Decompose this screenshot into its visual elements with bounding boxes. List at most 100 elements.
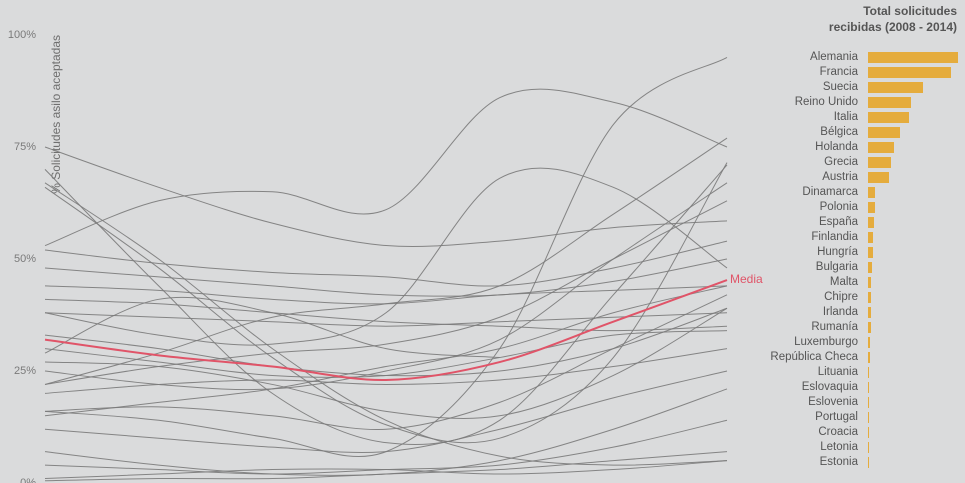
bar-row: Malta	[740, 275, 965, 290]
bar-row: República Checa	[740, 350, 965, 365]
series-line	[44, 146, 728, 248]
bar-category-label: Italia	[833, 111, 858, 123]
y-tick-label: 50%	[14, 253, 36, 265]
bar-category-label: Luxemburgo	[794, 336, 858, 348]
bar-row: Eslovaquia	[740, 380, 965, 395]
bar-category-label: República Checa	[770, 351, 858, 363]
bar	[868, 112, 909, 123]
bar	[868, 277, 872, 288]
bar	[868, 67, 951, 78]
bar-category-label: Grecia	[824, 156, 858, 168]
bar-row: Reino Unido	[740, 95, 965, 110]
bar	[868, 202, 876, 213]
bar	[868, 382, 869, 393]
series-line	[44, 258, 728, 297]
series-line	[44, 460, 728, 480]
series-line	[44, 388, 728, 476]
bar-category-label: Irlanda	[822, 306, 858, 318]
bar	[868, 262, 873, 273]
bar-row: Chipre	[740, 290, 965, 305]
bar	[868, 352, 870, 363]
bar-row: Bulgaria	[740, 260, 965, 275]
series-line	[44, 56, 728, 458]
series-line-media	[44, 279, 728, 381]
series-line	[44, 298, 728, 332]
bar	[868, 52, 958, 63]
bar-category-label: Suecia	[822, 81, 858, 93]
bar-row: Dinamarca	[740, 185, 965, 200]
bar	[868, 337, 871, 348]
bar-category-label: Eslovaquia	[801, 381, 858, 393]
y-tick-label: 0%	[20, 477, 36, 483]
bar-row: Polonia	[740, 200, 965, 215]
bar	[868, 427, 869, 438]
bar	[868, 142, 895, 153]
bar-category-label: Bélgica	[820, 126, 858, 138]
bar	[868, 172, 889, 183]
series-line	[44, 370, 728, 454]
bar-category-label: Dinamarca	[802, 186, 858, 198]
bar-row: Bélgica	[740, 125, 965, 140]
bar	[868, 232, 873, 243]
bar-category-label: Bulgaria	[815, 261, 858, 273]
bar-chart-title: Total solicitudes recibidas (2008 - 2014…	[828, 4, 957, 34]
bar-row: Irlanda	[740, 305, 965, 320]
series-line	[44, 330, 728, 378]
bar-category-label: Rumanía	[811, 321, 858, 333]
bar-category-label: Polonia	[819, 201, 858, 213]
series-line	[44, 167, 728, 346]
bar	[868, 397, 869, 408]
bar-category-label: Eslovenia	[808, 396, 858, 408]
series-line	[44, 182, 728, 391]
bar	[868, 157, 891, 168]
y-tick-label: 100%	[8, 29, 36, 41]
bar	[868, 367, 870, 378]
bar-row: Rumanía	[740, 320, 965, 335]
bar-row: Estonia	[740, 455, 965, 470]
series-line	[44, 240, 728, 287]
bar-row: Francia	[740, 65, 965, 80]
bar-row: Eslovenia	[740, 395, 965, 410]
series-line	[44, 182, 728, 466]
bar-category-label: Estonia	[819, 456, 858, 468]
series-label-media: Media	[730, 272, 763, 286]
bar	[868, 307, 871, 318]
bar-category-label: Portugal	[815, 411, 858, 423]
bar	[868, 412, 869, 423]
line-chart: % Solicitudes asilo aceptadas 0% 25% 50% 75…	[8, 29, 763, 483]
y-axis-title: % Solicitudes asilo aceptadas	[49, 35, 63, 194]
bar-row: Portugal	[740, 410, 965, 425]
bar-row: Italia	[740, 110, 965, 125]
bar	[868, 442, 869, 453]
bar	[868, 187, 876, 198]
series-line	[44, 419, 728, 475]
bar-category-label: Alemania	[810, 51, 858, 63]
bar	[868, 127, 901, 138]
bar-row: Suecia	[740, 80, 965, 95]
bar-row: Holanda	[740, 140, 965, 155]
bar-row: Alemania	[740, 50, 965, 65]
y-tick-label: 25%	[14, 365, 36, 377]
bar-row: España	[740, 215, 965, 230]
bar	[868, 247, 873, 258]
bar-category-label: Chipre	[824, 291, 858, 303]
series-line	[44, 88, 728, 247]
bar-row: Croacia	[740, 425, 965, 440]
bar	[868, 217, 874, 228]
bar	[868, 97, 912, 108]
series-line	[44, 285, 728, 417]
bar-row: Hungría	[740, 245, 965, 260]
bar-category-label: Hungría	[817, 246, 858, 258]
series-line	[44, 164, 728, 446]
series-line	[44, 137, 728, 385]
bar-category-label: Croacia	[818, 426, 858, 438]
bar-category-label: Holanda	[815, 141, 858, 153]
bar-row: Austria	[740, 170, 965, 185]
bar	[868, 82, 923, 93]
bar-row: Lituania	[740, 365, 965, 380]
bar-row: Finlandia	[740, 230, 965, 245]
bar-category-label: Lituania	[817, 366, 858, 378]
series-line	[44, 307, 728, 419]
series-line	[44, 348, 728, 394]
series-line	[44, 312, 728, 327]
